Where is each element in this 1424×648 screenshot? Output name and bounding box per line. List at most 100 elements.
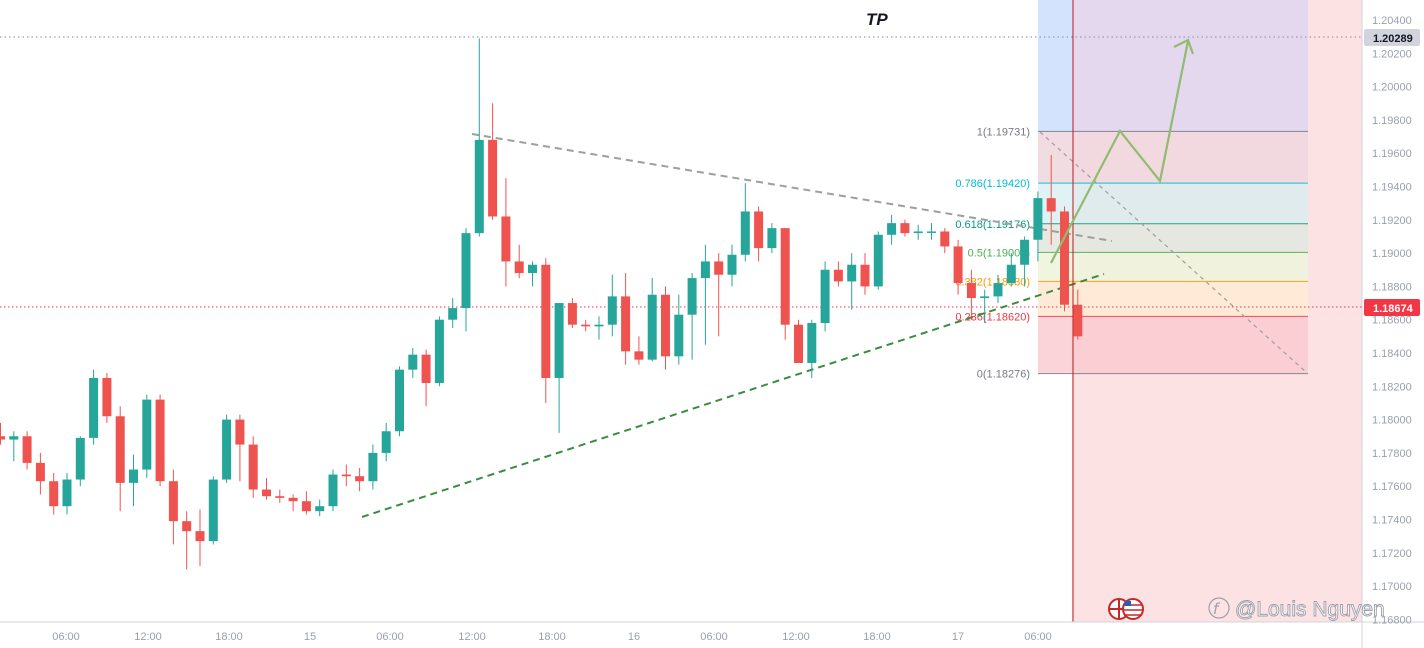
y-tick-label: 1.17000 xyxy=(1372,581,1412,593)
candle xyxy=(1060,206,1069,312)
x-axis: 06:00 12:00 18:00 15 06:00 12:00 18:00 16 06:00 1… xyxy=(52,631,1052,643)
x-tick-label: 15 xyxy=(304,631,316,643)
candle xyxy=(368,444,378,490)
candle-body xyxy=(780,228,790,325)
candle xyxy=(887,214,897,245)
candle-body xyxy=(49,481,59,507)
projection-arrowhead xyxy=(1173,38,1195,55)
descending-trendline[interactable] xyxy=(471,133,1113,242)
candle-body xyxy=(1046,198,1056,212)
candle xyxy=(541,258,551,403)
candle xyxy=(554,303,564,433)
fib-diagonal-line[interactable] xyxy=(1039,131,1307,373)
candle-body xyxy=(940,231,950,247)
y-tick-label: 1.17800 xyxy=(1372,448,1412,460)
watermark-text: @Louis Nguyen xyxy=(1235,598,1385,621)
candle-body xyxy=(474,139,484,234)
x-tick-label: 16 xyxy=(628,631,640,643)
candle xyxy=(235,414,245,482)
candle-body xyxy=(913,231,923,234)
candle xyxy=(1006,253,1016,287)
candle-body xyxy=(448,308,458,320)
candle-body xyxy=(235,419,245,445)
candle xyxy=(182,511,192,570)
fib-zone-0.5-0.618 xyxy=(1038,223,1308,253)
candle xyxy=(208,476,218,545)
candle-body xyxy=(182,521,192,532)
candle xyxy=(434,316,444,387)
candle-body xyxy=(275,496,285,498)
y-tick-label: 1.17400 xyxy=(1372,515,1412,527)
candle xyxy=(461,228,471,332)
candle xyxy=(35,452,45,495)
candle-body xyxy=(621,296,631,352)
candle xyxy=(913,224,923,240)
ascending-trendline[interactable] xyxy=(361,273,1105,518)
candle-body xyxy=(368,452,378,482)
candle-body xyxy=(953,246,963,284)
candle xyxy=(262,477,271,500)
candle xyxy=(820,261,830,332)
x-tick-label: 06:00 xyxy=(376,631,404,643)
candle-body xyxy=(807,323,817,363)
candle-body xyxy=(647,294,657,360)
candle-body xyxy=(554,303,564,378)
candle-body xyxy=(607,296,617,325)
candle xyxy=(993,274,1003,304)
candle-body xyxy=(75,437,85,480)
candle-body xyxy=(581,324,591,327)
candle-body xyxy=(767,228,777,249)
y-tick-label: 1.19400 xyxy=(1372,182,1412,194)
candle xyxy=(9,431,19,462)
y-axis: 1.20400 1.20200 1.20000 1.19800 1.19600 1.194… xyxy=(1372,15,1412,626)
candle-body xyxy=(0,436,5,440)
candle-body xyxy=(966,283,976,299)
candle xyxy=(115,406,125,512)
candle-body xyxy=(208,479,218,542)
purple-zone xyxy=(1072,0,1308,132)
candle xyxy=(700,244,710,345)
y-tick-label: 1.19600 xyxy=(1372,148,1412,160)
candle xyxy=(129,454,138,507)
y-tick-label: 1.17600 xyxy=(1372,481,1412,493)
candle xyxy=(860,253,870,295)
candles-layer xyxy=(0,38,1083,570)
candle-body xyxy=(1020,239,1030,265)
candle xyxy=(22,431,32,470)
candle xyxy=(727,244,737,287)
candle-body xyxy=(1060,211,1069,305)
svg-text:f: f xyxy=(1213,600,1221,618)
candle xyxy=(275,489,285,503)
candle-body xyxy=(22,436,32,463)
fib-label-0.382: 0.382(1.18830) xyxy=(955,276,1030,288)
candle xyxy=(900,219,910,237)
y-tick-label: 1.19800 xyxy=(1372,115,1412,127)
flag-icon[interactable] xyxy=(1108,598,1144,620)
x-tick-label: 12:00 xyxy=(782,631,810,643)
candle-body xyxy=(514,261,524,274)
candle xyxy=(833,261,843,287)
candle-body xyxy=(381,431,391,453)
tradingview-logo-icon: f xyxy=(1208,597,1230,619)
projection-path[interactable] xyxy=(1050,40,1190,264)
candle xyxy=(315,499,325,517)
candle-body xyxy=(355,476,365,482)
tp-price-tag-text: 1.20289 xyxy=(1373,33,1413,45)
x-tick-label: 06:00 xyxy=(52,631,80,643)
candle xyxy=(594,316,604,340)
y-tick-label: 1.18800 xyxy=(1372,281,1412,293)
tp-label: TP xyxy=(866,10,888,29)
candle xyxy=(927,223,936,240)
candle xyxy=(301,491,311,515)
candle xyxy=(514,244,524,279)
current-price-tag: 1.18674 xyxy=(1364,299,1420,316)
fib-zone-0-0.236 xyxy=(1038,317,1308,373)
y-tick-label: 1.19000 xyxy=(1372,248,1412,260)
candle xyxy=(980,289,990,324)
x-tick-label: 18:00 xyxy=(863,631,891,643)
fib-label-0.786: 0.786(1.19420) xyxy=(955,178,1030,190)
fib-label-0.5: 0.5(1.19004) xyxy=(968,247,1030,259)
candle xyxy=(714,253,724,337)
candle xyxy=(408,348,418,378)
